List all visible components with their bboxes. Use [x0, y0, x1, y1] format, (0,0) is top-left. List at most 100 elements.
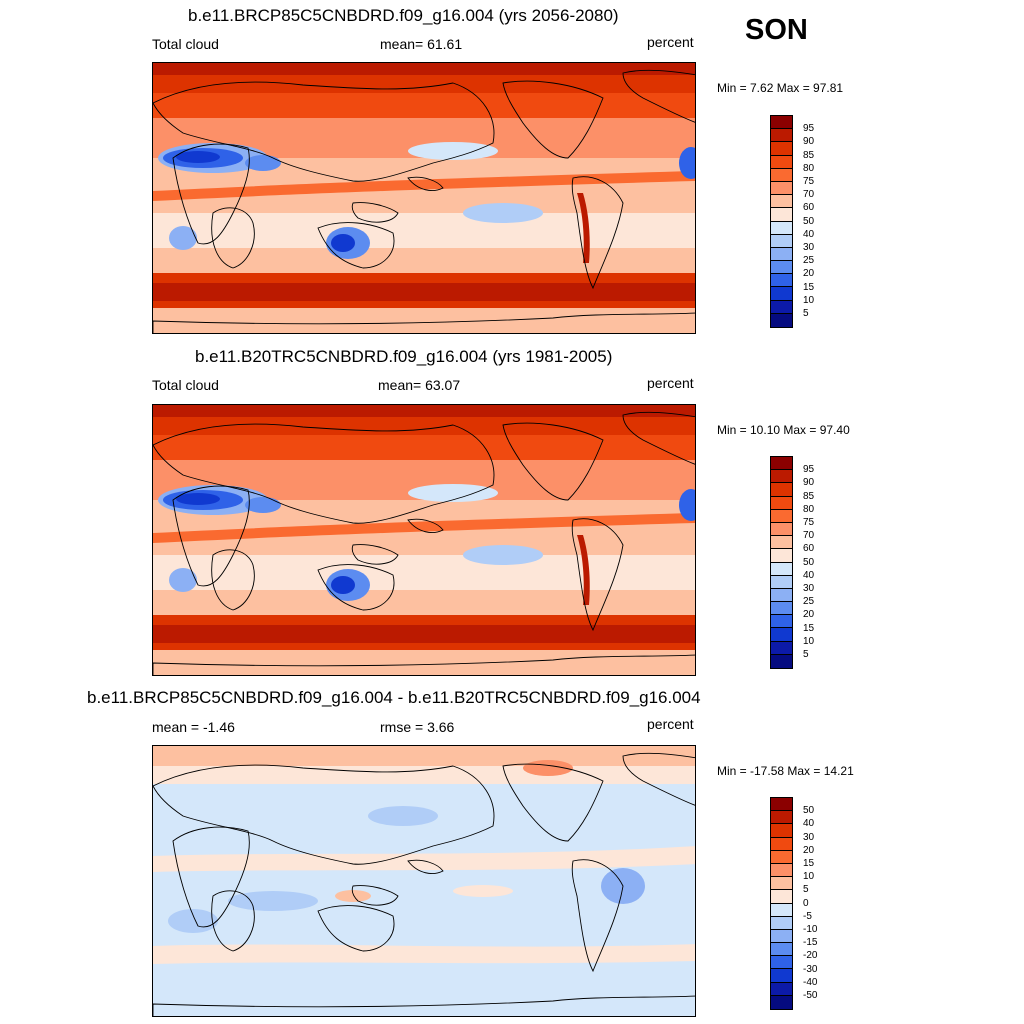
colorbar-tick-label: 80 — [803, 162, 815, 174]
panel-3-title: b.e11.BRCP85C5CNBDRD.f09_g16.004 - b.e11… — [87, 688, 701, 707]
colorbar-swatch — [771, 549, 792, 563]
colorbar-tick-label: 15 — [803, 622, 815, 634]
colorbar-tick-label: 10 — [803, 635, 815, 647]
colorbar-tick-label: 50 — [803, 805, 815, 817]
panel-1-colorbar: 95 90 85 80 75 70 60 50 40 30 25 20 15 10 5 — [770, 115, 814, 328]
colorbar-swatch — [771, 903, 792, 917]
colorbar-swatch — [771, 234, 792, 248]
colorbar-swatch — [771, 811, 792, 825]
colorbar-swatch — [771, 155, 792, 169]
colorbar-swatch — [771, 575, 792, 589]
colorbar-tick-label: 0 — [803, 897, 809, 909]
colorbar-tick-label: 15 — [803, 281, 815, 293]
colorbar-swatch — [771, 562, 792, 576]
colorbar-tick-label: 50 — [803, 215, 815, 227]
colorbar-tick-label: 30 — [803, 242, 815, 253]
colorbar-swatch — [771, 116, 792, 130]
coastlines — [153, 752, 695, 1016]
colorbar-swatch — [771, 588, 792, 603]
colorbar-tick-label: 85 — [803, 149, 815, 161]
panel-2-colorbar: 95 90 85 80 75 70 60 50 40 30 25 20 15 10 5 — [770, 456, 814, 669]
colorbar-tick-label: 70 — [803, 530, 815, 542]
colorbar-tick-label: -10 — [803, 924, 818, 935]
colorbar-tick-label: 30 — [803, 831, 815, 843]
panel-3-unit-label: percent — [647, 716, 694, 732]
colorbar-tick-label: 40 — [803, 818, 815, 830]
colorbar-tick-label: 10 — [803, 871, 815, 883]
panel-2-map — [152, 404, 696, 676]
colorbar-swatch — [771, 300, 792, 314]
colorbar-tick-label: -5 — [803, 910, 812, 922]
colorbar-swatch — [771, 208, 792, 222]
panel-2-mean-label: mean= 63.07 — [378, 377, 461, 393]
colorbar-swatch — [771, 837, 792, 851]
colorbar-tick-label: 10 — [803, 294, 815, 306]
coastlines — [153, 411, 695, 675]
colorbar-tick-label: -30 — [803, 963, 818, 975]
colorbar-swatch — [771, 602, 792, 616]
colorbar-swatch — [771, 470, 792, 484]
panel-2-title: b.e11.B20TRC5CNBDRD.f09_g16.004 (yrs 198… — [195, 347, 613, 366]
colorbar-swatch — [771, 483, 792, 497]
colorbar-tick-label: 70 — [803, 189, 815, 201]
colorbar-tick-label: 5 — [803, 649, 809, 660]
colorbar-tick-label: 85 — [803, 490, 815, 502]
colorbar-swatch — [771, 890, 792, 904]
colorbar-swatch — [771, 628, 792, 642]
colorbar-swatch — [771, 929, 792, 944]
map-field — [153, 746, 695, 1016]
colorbar-swatch — [771, 995, 792, 1009]
colorbar-tick-label: 60 — [803, 543, 815, 555]
colorbar-tick-label: 25 — [803, 255, 815, 267]
colorbar-swatch — [771, 247, 792, 262]
panel-1-minmax: Min = 7.62 Max = 97.81 — [717, 81, 844, 95]
colorbar-swatch — [771, 798, 792, 812]
colorbar-tick-label: 95 — [803, 123, 815, 135]
panel-1-variable-label: Total cloud — [152, 36, 219, 52]
colorbar-tick-label: 75 — [803, 517, 815, 528]
colorbar-swatch — [771, 536, 792, 550]
colorbar-tick-label: 50 — [803, 556, 815, 568]
panel-1-title: b.e11.BRCP85C5CNBDRD.f09_g16.004 (yrs 20… — [188, 6, 619, 25]
colorbar-swatch — [771, 129, 792, 143]
colorbar-tick-label: 90 — [803, 136, 815, 148]
colorbar-tick-label: -15 — [803, 937, 818, 949]
coastlines — [153, 69, 695, 333]
colorbar-tick-label: 5 — [803, 308, 809, 319]
colorbar-tick-label: -50 — [803, 990, 818, 1001]
colorbar-tick-label: 90 — [803, 477, 815, 489]
colorbar-tick-label: 40 — [803, 228, 815, 240]
colorbar-swatch — [771, 181, 792, 196]
colorbar-swatch — [771, 877, 792, 891]
colorbar-swatch — [771, 195, 792, 209]
colorbar-tick-label: 5 — [803, 884, 809, 896]
panel-2-variable-label: Total cloud — [152, 377, 219, 393]
colorbar-boxes — [770, 797, 793, 1010]
panel-2-minmax: Min = 10.10 Max = 97.40 — [717, 423, 850, 437]
panel-2-unit-label: percent — [647, 375, 694, 391]
colorbar-swatch — [771, 615, 792, 629]
colorbar-swatch — [771, 313, 792, 327]
colorbar-swatch — [771, 142, 792, 156]
colorbar-tick-label: 15 — [803, 858, 815, 869]
colorbar-tick-label: 25 — [803, 596, 815, 608]
map-field — [153, 405, 695, 675]
colorbar-swatch — [771, 274, 792, 288]
panel-3-mean-label: mean = -1.46 — [152, 719, 235, 735]
colorbar-tick-label: 20 — [803, 844, 815, 856]
colorbar-swatch — [771, 457, 792, 471]
colorbar-boxes — [770, 115, 793, 328]
colorbar-boxes — [770, 456, 793, 669]
colorbar-swatch — [771, 654, 792, 668]
colorbar-tick-label: 20 — [803, 268, 815, 280]
colorbar-tick-label: 75 — [803, 176, 815, 187]
colorbar-tick-label: 30 — [803, 583, 815, 594]
panel-3-rmse-label: rmse = 3.66 — [380, 719, 455, 735]
colorbar-swatch — [771, 287, 792, 301]
colorbar-swatch — [771, 824, 792, 838]
panel-3-map — [152, 745, 696, 1017]
colorbar-swatch — [771, 261, 792, 275]
colorbar-swatch — [771, 982, 792, 996]
season-label: SON — [745, 14, 808, 46]
colorbar-swatch — [771, 168, 792, 182]
